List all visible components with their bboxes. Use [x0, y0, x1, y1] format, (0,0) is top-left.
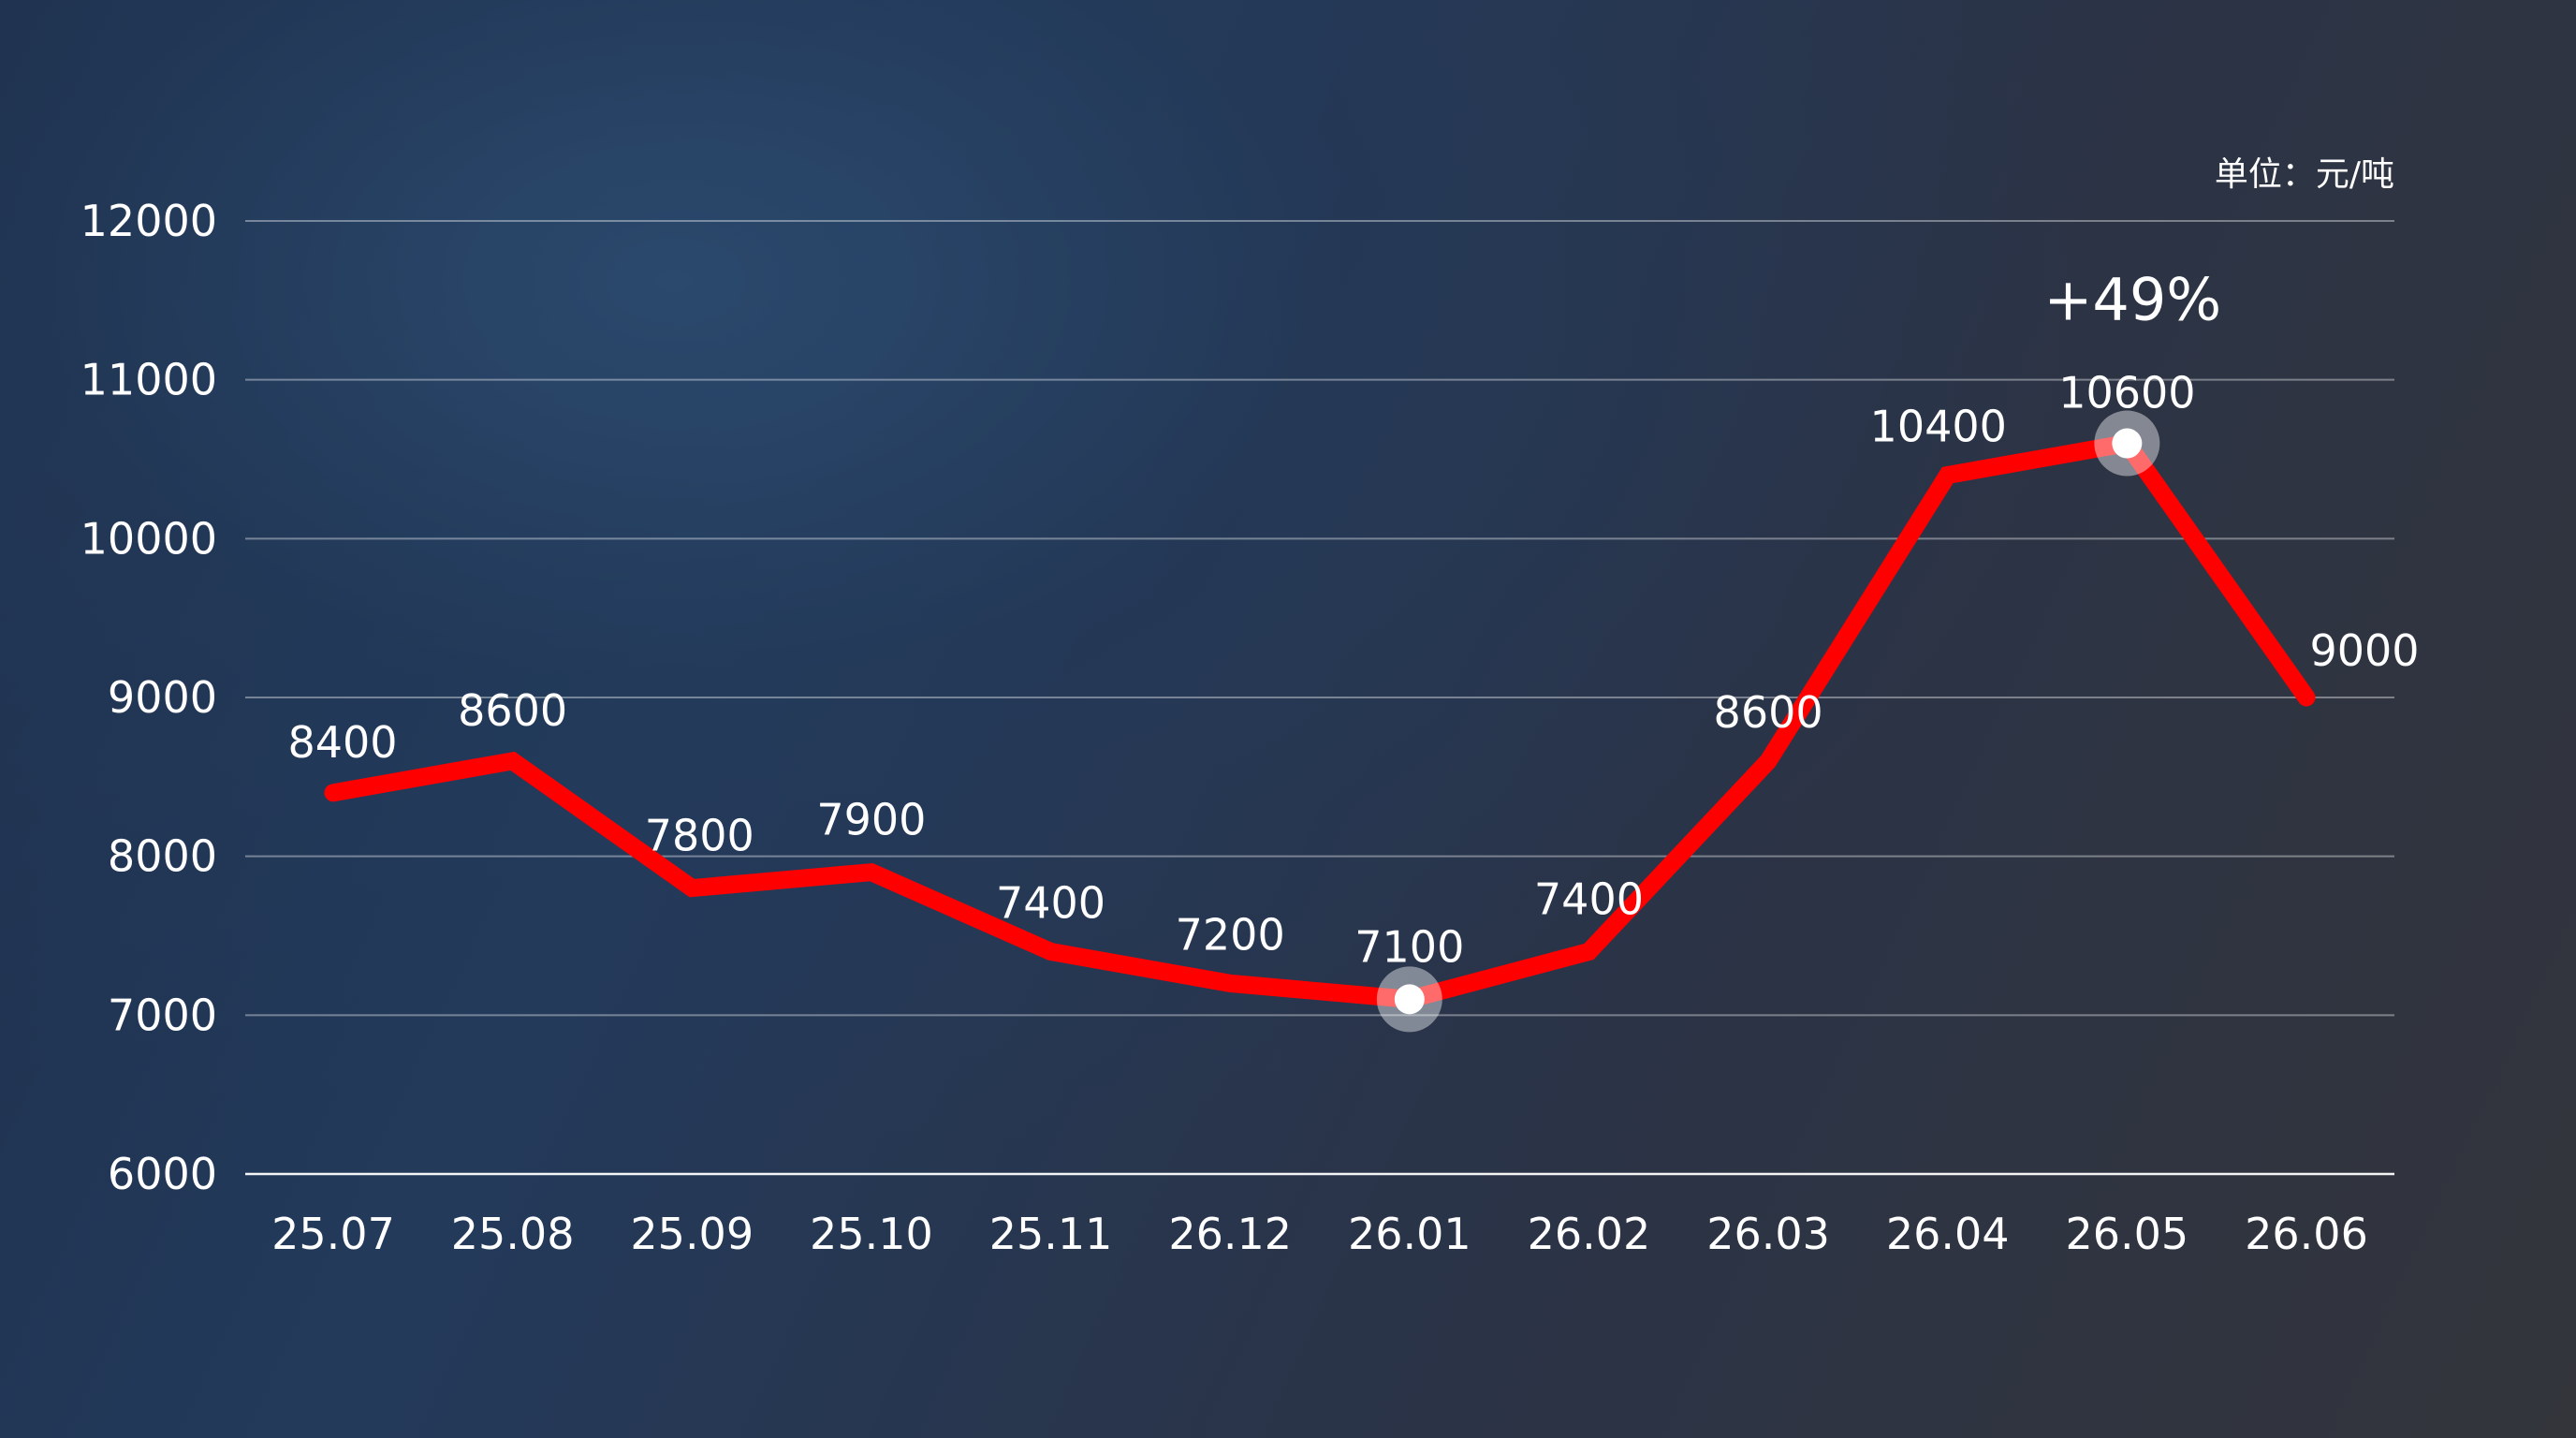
data-label: 8600	[458, 685, 567, 736]
data-labels: 8400 8600 7800 7900 7400 7200 7100 7400 8600 1040…	[287, 368, 2419, 973]
highlight-markers	[1376, 410, 2160, 1033]
unit-label: 单位：元/吨	[2215, 155, 2394, 194]
highlight-marker	[1394, 984, 1425, 1015]
highlight-marker	[2112, 428, 2143, 459]
x-tick-label: 26.01	[1348, 1209, 1471, 1259]
x-tick-label: 26.03	[1706, 1209, 1830, 1259]
y-tick-label: 9000	[108, 672, 217, 723]
x-tick-label: 26.12	[1168, 1209, 1292, 1259]
x-tick-label: 26.02	[1528, 1209, 1651, 1259]
y-tick-label: 7000	[108, 990, 217, 1040]
percent-change-annotation: +49%	[2043, 266, 2221, 334]
series-line-layer	[324, 433, 2316, 1008]
y-tick-label: 6000	[108, 1149, 217, 1199]
data-label: 8400	[287, 717, 397, 768]
y-axis-tick-labels: 6000 7000 8000 9000 10000 11000 12000	[80, 196, 217, 1199]
x-tick-label: 25.07	[271, 1209, 395, 1259]
data-label: 7900	[816, 795, 926, 845]
data-label: 7400	[996, 877, 1105, 928]
y-tick-label: 12000	[80, 196, 217, 246]
x-tick-label: 26.05	[2066, 1209, 2189, 1259]
gridlines	[245, 220, 2394, 1176]
x-tick-label: 25.09	[630, 1209, 754, 1259]
y-tick-label: 11000	[80, 355, 217, 405]
x-tick-label: 26.06	[2245, 1209, 2368, 1259]
x-tick-label: 25.11	[989, 1209, 1113, 1259]
data-label: 7400	[1534, 873, 1644, 924]
data-label: 7800	[645, 811, 754, 861]
y-tick-label: 8000	[108, 831, 217, 882]
x-tick-label: 25.08	[451, 1209, 575, 1259]
x-axis-tick-labels: 25.07 25.08 25.09 25.10 25.11 26.12 26.01 26.02…	[271, 1209, 2368, 1259]
data-label: 7200	[1176, 909, 1285, 960]
data-label: 10600	[2058, 368, 2195, 418]
x-tick-label: 25.10	[810, 1209, 933, 1259]
data-label: 10400	[1870, 401, 2007, 451]
data-label: 9000	[2309, 625, 2419, 676]
series-line	[324, 433, 2316, 1008]
x-tick-label: 26.04	[1886, 1209, 2010, 1259]
y-tick-label: 10000	[80, 513, 217, 564]
data-label: 7100	[1354, 921, 1464, 972]
data-label: 8600	[1714, 687, 1823, 738]
